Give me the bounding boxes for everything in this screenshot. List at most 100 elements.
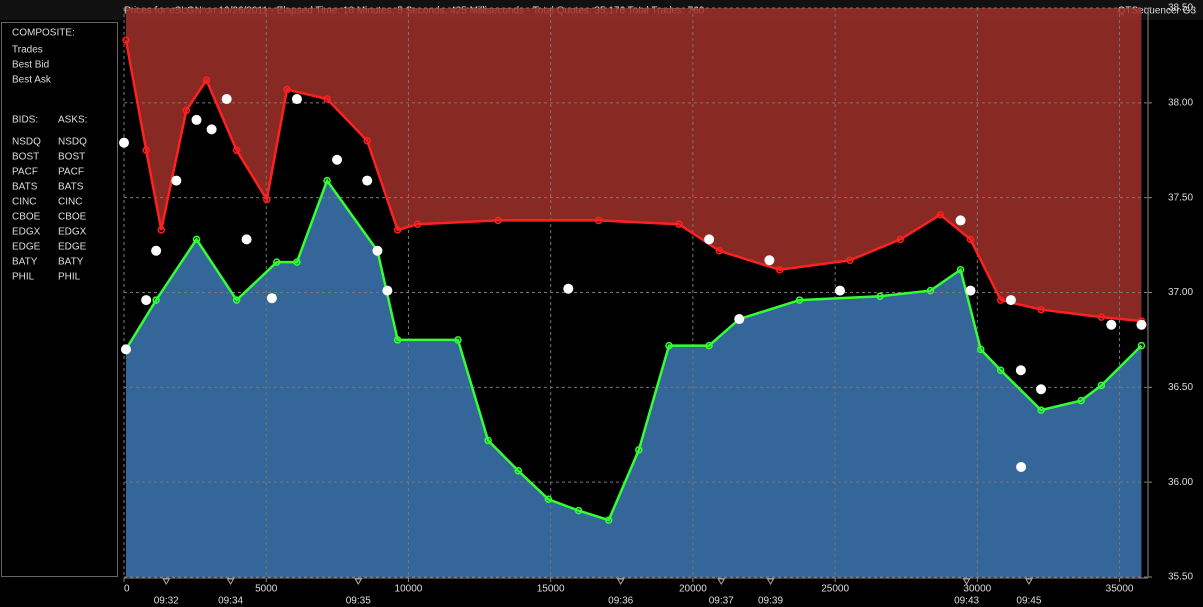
y-tick-label: 37.50: [1168, 192, 1193, 203]
quote-point: [393, 226, 402, 234]
quote-point: [323, 95, 331, 103]
quote-point: [896, 235, 904, 244]
quote-point: [142, 146, 150, 154]
trade-point: [362, 175, 373, 186]
quote-point: [574, 506, 583, 515]
time-tick: [616, 578, 625, 585]
plot-area: [119, 7, 1148, 578]
quote-point: [293, 258, 301, 266]
header-app: QTSequencer G3: [1118, 6, 1197, 17]
quote-point: [494, 216, 502, 225]
time-tick: [354, 578, 363, 585]
trade-point: [1106, 319, 1117, 330]
time-tick-label: 09:35: [346, 596, 371, 607]
time-tick: [226, 578, 235, 585]
quote-point: [1097, 381, 1106, 390]
legend-exchange: PHIL: [58, 272, 81, 283]
trade-point: [151, 245, 162, 256]
trade-point: [834, 285, 845, 296]
quote-point: [926, 286, 935, 295]
quote-point: [1077, 396, 1085, 405]
legend-exchange: EDGX: [12, 227, 41, 238]
time-tick: [962, 578, 971, 585]
quote-point: [283, 85, 291, 94]
legend-composite-heading: COMPOSITE:: [12, 28, 75, 39]
time-tick-label: 09:32: [154, 596, 179, 607]
quote-point: [413, 220, 422, 228]
quote-point: [876, 292, 884, 301]
quote-point: [675, 220, 683, 228]
quote-point: [393, 336, 402, 344]
trade-point: [241, 234, 252, 245]
x-tick-label: 20000: [679, 584, 707, 595]
quote-point: [775, 265, 784, 274]
time-tick-label: 09:36: [608, 596, 633, 607]
time-tick-label: 09:37: [709, 596, 734, 607]
quote-point: [936, 210, 945, 219]
trade-point: [266, 293, 277, 304]
quote-point: [152, 296, 160, 304]
trade-point: [141, 295, 152, 306]
legend-exchange: BOST: [58, 152, 85, 163]
quote-line: [124, 177, 1143, 522]
trade-point: [332, 154, 343, 165]
legend-exchange: EDGE: [58, 242, 87, 253]
trade-point: [1136, 319, 1147, 330]
quote-area: [125, 180, 1142, 577]
trade-point: [191, 114, 202, 125]
y-tick-label: 38.50: [1168, 3, 1193, 14]
time-tick-label: 09:43: [954, 596, 979, 607]
quote-point: [715, 247, 724, 255]
legend-exchange: NSDQ: [58, 137, 87, 148]
legend-exchange: EDGX: [58, 227, 87, 238]
time-tick-label: 09:45: [1016, 596, 1041, 607]
quote-point: [1037, 305, 1045, 314]
legend-panel: [1, 22, 118, 577]
quote-point: [665, 341, 673, 350]
trade-point: [764, 255, 775, 266]
trade-point: [1016, 461, 1027, 472]
trade-point: [1005, 295, 1016, 306]
y-tick-label: 36.50: [1168, 382, 1193, 393]
trade-point: [171, 175, 182, 186]
legend-bids-heading: BIDS:: [12, 115, 38, 126]
trade-point: [221, 94, 232, 105]
quote-point: [514, 467, 522, 475]
quote-point: [594, 216, 603, 225]
quote-point: [122, 36, 130, 44]
x-tick-label: 5000: [255, 584, 278, 595]
legend-exchange: BATY: [58, 257, 84, 268]
quote-point: [157, 226, 166, 234]
trade-point: [206, 124, 217, 135]
quote-area: [125, 8, 1142, 321]
y-tick-label: 35.50: [1168, 572, 1193, 583]
quote-point: [454, 336, 462, 344]
trade-point: [704, 234, 715, 245]
trade-point: [372, 245, 383, 256]
trade-point: [965, 285, 976, 296]
trade-point: [1015, 365, 1026, 376]
trade-point: [382, 285, 393, 296]
quote-point: [604, 516, 613, 524]
quote-point: [232, 146, 241, 154]
legend-exchange: CBOE: [12, 212, 41, 223]
quote-point: [272, 258, 281, 266]
quote-point: [966, 235, 975, 244]
y-tick-label: 38.00: [1168, 97, 1193, 108]
x-tick-label: 30000: [963, 584, 991, 595]
x-tick-label: 15000: [537, 584, 565, 595]
quote-point: [635, 446, 643, 454]
x-tick-label: 0: [124, 584, 130, 595]
quote-point: [484, 436, 492, 445]
trade-point: [291, 94, 302, 105]
legend-exchange: BATS: [58, 182, 84, 193]
quote-point: [956, 265, 965, 274]
quote-point: [323, 176, 331, 185]
legend-exchange: NSDQ: [12, 137, 41, 148]
legend-exchange: CINC: [58, 197, 82, 208]
quote-point: [976, 345, 985, 354]
trade-point: [734, 314, 745, 325]
legend-exchange: BOST: [12, 152, 39, 163]
legend-entry: Trades: [12, 45, 43, 56]
